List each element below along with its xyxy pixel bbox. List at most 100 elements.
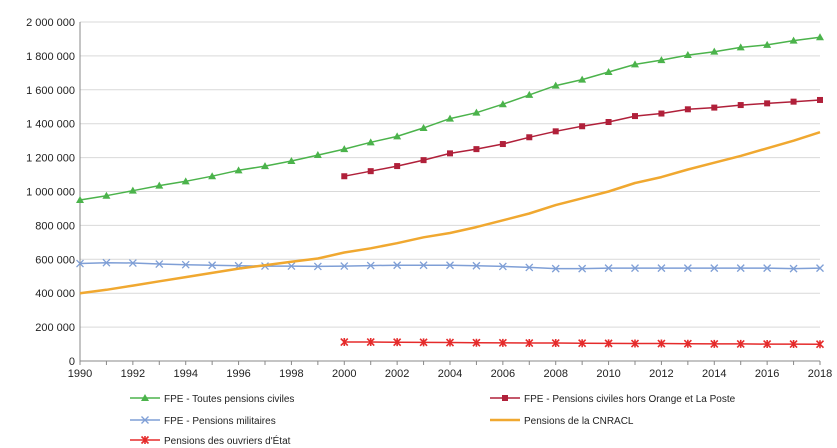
data-point	[447, 150, 453, 157]
data-point	[736, 264, 745, 273]
x-tick-label: 2014	[702, 368, 726, 380]
x-tick-label: 1998	[279, 368, 303, 380]
data-point	[815, 340, 825, 349]
data-point	[683, 264, 692, 273]
data-point	[472, 338, 481, 347]
legend-label: FPE - Pensions civiles hors Orange et La…	[524, 394, 736, 405]
data-point	[420, 157, 427, 164]
x-tick-label: 2006	[491, 368, 515, 380]
data-point	[472, 108, 481, 116]
axes	[79, 22, 821, 365]
y-tick-label: 400 000	[35, 288, 75, 300]
data-point	[684, 106, 691, 113]
series-2	[341, 96, 823, 180]
series-group	[76, 33, 825, 349]
x-tick-label: 1996	[226, 368, 250, 380]
data-point	[393, 261, 402, 270]
data-point	[208, 261, 217, 270]
data-point	[498, 338, 507, 347]
series-5	[340, 337, 825, 349]
data-point	[551, 338, 560, 348]
data-point	[790, 98, 797, 105]
data-point	[632, 113, 638, 120]
y-tick-label: 0	[69, 356, 75, 368]
data-point	[419, 123, 428, 131]
data-point	[657, 264, 666, 273]
data-point	[763, 264, 772, 273]
data-point	[604, 264, 613, 273]
data-point	[393, 132, 402, 140]
legend-swatch-marker	[140, 435, 150, 445]
y-tick-label: 1 600 000	[26, 85, 75, 97]
data-point	[604, 339, 613, 348]
series-1	[76, 33, 824, 203]
data-point	[657, 339, 666, 348]
data-point	[630, 339, 640, 348]
legend-item-3: FPE - Pensions militaires	[130, 416, 276, 427]
y-tick-label: 200 000	[35, 322, 75, 334]
x-tick-label: 2004	[438, 368, 462, 380]
data-point	[763, 339, 772, 349]
data-point	[128, 259, 137, 267]
x-tick-label: 2012	[649, 368, 673, 380]
data-point	[446, 261, 454, 270]
y-tick-label: 1 800 000	[26, 51, 75, 63]
legend-swatch-marker	[502, 395, 508, 401]
y-tick-label: 1 400 000	[26, 119, 75, 131]
data-point	[498, 262, 507, 271]
legend-item-2: FPE - Pensions civiles hors Orange et La…	[490, 394, 736, 405]
data-point	[419, 338, 428, 347]
data-point	[551, 264, 560, 273]
data-point	[287, 262, 296, 271]
data-point	[445, 338, 455, 347]
data-point	[710, 264, 719, 273]
data-point	[816, 264, 824, 273]
data-point	[763, 40, 772, 48]
data-point	[181, 260, 190, 269]
data-point	[208, 172, 217, 180]
data-point	[419, 261, 428, 270]
data-point	[525, 263, 534, 272]
data-point	[658, 110, 665, 117]
data-point	[737, 102, 744, 109]
legend-label: FPE - Pensions militaires	[164, 416, 276, 427]
data-point	[287, 156, 296, 164]
x-tick-label: 2010	[596, 368, 620, 380]
series-3	[76, 258, 824, 273]
data-point	[473, 146, 480, 153]
data-point	[683, 339, 692, 348]
x-tick-label: 2018	[808, 368, 832, 380]
x-tick-label: 1994	[173, 368, 197, 380]
data-point	[736, 339, 745, 348]
data-point	[764, 100, 771, 107]
data-point	[710, 339, 719, 348]
data-point	[341, 173, 348, 180]
legend: FPE - Toutes pensions civiles FPE - Pensi…	[130, 394, 736, 447]
data-point	[816, 33, 824, 41]
y-tick-label: 2 000 000	[26, 17, 75, 29]
data-point	[472, 261, 481, 270]
data-point	[604, 68, 613, 76]
x-tick-label: 2002	[385, 368, 409, 380]
x-tick-labels: 1990 1992 1994 1996 1998 2000 2002 2004 2006 2008…	[68, 368, 832, 380]
data-point	[313, 262, 322, 271]
data-point	[498, 100, 507, 108]
y-tick-label: 800 000	[35, 220, 75, 232]
legend-swatch-marker	[141, 394, 149, 401]
y-tick-label: 600 000	[35, 254, 75, 266]
series-4	[79, 131, 821, 295]
data-point	[683, 51, 692, 59]
data-point	[526, 134, 533, 141]
gridlines	[80, 21, 820, 328]
legend-label: Pensions des ouvriers d'État	[164, 434, 291, 447]
data-point	[525, 338, 534, 348]
data-point	[789, 339, 798, 349]
data-point	[313, 151, 322, 159]
legend-swatch-marker	[141, 416, 149, 424]
data-point	[631, 60, 639, 68]
data-point	[578, 75, 587, 83]
data-point	[128, 186, 137, 194]
data-point	[366, 261, 375, 270]
x-tick-label: 2016	[755, 368, 779, 380]
